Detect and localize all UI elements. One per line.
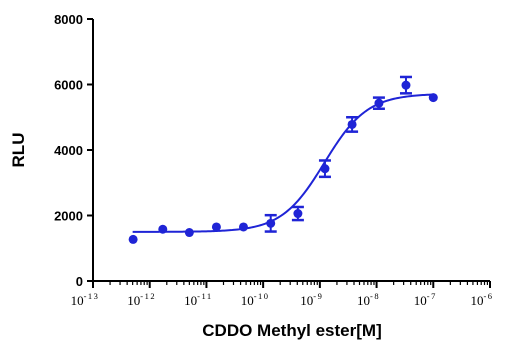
x-tick-base: 10 bbox=[184, 293, 197, 308]
x-tick-label: 10-12 bbox=[127, 291, 156, 308]
x-tick-label: 10-10 bbox=[241, 291, 270, 308]
data-point bbox=[347, 119, 357, 129]
x-tick-label: 10-11 bbox=[184, 291, 213, 308]
x-tick-exponent: -13 bbox=[84, 291, 100, 301]
x-tick-label: 10-9 bbox=[300, 291, 323, 308]
x-axis-title: CDDO Methyl ester[M] bbox=[202, 321, 381, 340]
x-tick-label: 10-13 bbox=[71, 291, 100, 308]
data-points-layer bbox=[128, 75, 438, 244]
y-tick-label: 0 bbox=[76, 274, 83, 289]
y-axis: 0 2000 4000 6000 8000 bbox=[54, 12, 94, 289]
x-axis: 10-13 10-12 10-11 10-10 10-9 10-8 10-7 10-6 bbox=[71, 280, 493, 308]
x-tick-base: 10 bbox=[241, 293, 254, 308]
y-tick-label: 4000 bbox=[54, 143, 83, 158]
x-tick-base: 10 bbox=[71, 293, 84, 308]
y-tick-label: 6000 bbox=[54, 78, 83, 93]
data-point bbox=[128, 234, 138, 244]
data-point bbox=[293, 209, 303, 219]
x-tick-exponent: -12 bbox=[140, 291, 156, 301]
data-point bbox=[238, 222, 248, 232]
y-tick-label: 8000 bbox=[54, 12, 83, 27]
fit-curve-layer bbox=[132, 93, 434, 233]
x-tick-exponent: -8 bbox=[370, 291, 380, 301]
x-tick-exponent: -6 bbox=[483, 291, 493, 301]
fit-curve bbox=[132, 93, 434, 233]
data-point bbox=[374, 98, 384, 108]
data-point bbox=[266, 218, 276, 228]
x-tick-label: 10-7 bbox=[414, 291, 437, 308]
data-point bbox=[401, 80, 411, 90]
x-tick-exponent: -10 bbox=[254, 291, 270, 301]
x-tick-base: 10 bbox=[300, 293, 313, 308]
x-tick-base: 10 bbox=[127, 293, 140, 308]
data-point bbox=[428, 93, 438, 103]
x-tick-exponent: -11 bbox=[197, 291, 213, 301]
x-tick-label: 10-8 bbox=[357, 291, 380, 308]
data-point bbox=[320, 164, 330, 174]
x-tick-exponent: -9 bbox=[313, 291, 323, 301]
x-tick-base: 10 bbox=[357, 293, 370, 308]
data-point bbox=[211, 222, 221, 232]
x-tick-label: 10-6 bbox=[470, 291, 493, 308]
y-tick-label: 2000 bbox=[54, 209, 83, 224]
x-tick-base: 10 bbox=[470, 293, 483, 308]
data-point bbox=[158, 224, 168, 234]
data-point bbox=[184, 228, 194, 238]
x-tick-exponent: -7 bbox=[427, 291, 437, 301]
x-tick-base: 10 bbox=[414, 293, 427, 308]
y-axis-title: RLU bbox=[9, 133, 28, 168]
